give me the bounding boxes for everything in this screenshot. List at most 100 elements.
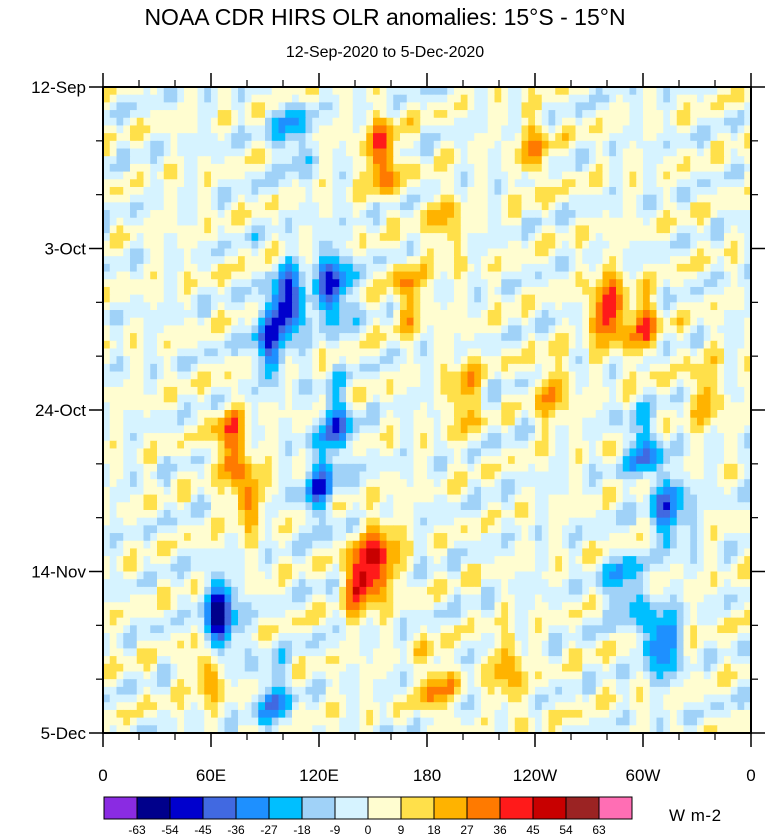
anomaly-cell — [109, 248, 118, 257]
anomaly-cell — [589, 394, 597, 403]
anomaly-cell — [710, 194, 718, 203]
anomaly-cell — [535, 256, 543, 265]
anomaly-cell — [420, 379, 428, 388]
anomaly-cell — [177, 417, 185, 426]
anomaly-cell — [204, 317, 212, 326]
anomaly-cell — [217, 425, 226, 434]
anomaly-cell — [298, 433, 307, 442]
anomaly-cell — [555, 271, 563, 280]
anomaly-cell — [447, 179, 455, 188]
anomaly-cell — [170, 294, 178, 303]
anomaly-cell — [224, 210, 232, 219]
anomaly-cell — [359, 171, 367, 180]
anomaly-cell — [514, 433, 523, 442]
anomaly-cell — [528, 202, 536, 211]
anomaly-cell — [278, 125, 286, 134]
anomaly-cell — [494, 110, 502, 119]
anomaly-cell — [163, 294, 172, 303]
anomaly-cell — [697, 433, 705, 442]
anomaly-cell — [258, 202, 266, 211]
anomaly-cell — [163, 110, 172, 119]
anomaly-cell — [487, 325, 496, 334]
anomaly-cell — [629, 125, 637, 134]
anomaly-cell — [184, 210, 192, 219]
anomaly-cell — [109, 133, 118, 142]
anomaly-cell — [494, 263, 502, 273]
anomaly-cell — [622, 87, 631, 96]
anomaly-cell — [400, 263, 408, 273]
anomaly-cell — [170, 394, 178, 403]
anomaly-cell — [285, 471, 293, 480]
anomaly-cell — [724, 386, 732, 396]
anomaly-cell — [643, 440, 651, 450]
anomaly-cell — [339, 325, 347, 334]
anomaly-cell — [724, 440, 732, 450]
anomaly-cell — [332, 471, 340, 480]
anomaly-cell — [136, 340, 145, 350]
anomaly-cell — [609, 194, 617, 203]
anomaly-cell — [636, 240, 644, 250]
anomaly-cell — [602, 325, 610, 334]
anomaly-cell — [406, 140, 415, 150]
anomaly-cell — [481, 194, 489, 203]
anomaly-cell — [737, 394, 745, 403]
anomaly-cell — [697, 110, 705, 119]
anomaly-cell — [231, 133, 239, 142]
anomaly-cell — [319, 102, 327, 111]
anomaly-cell — [467, 448, 475, 457]
anomaly-cell — [501, 94, 509, 103]
anomaly-cell — [595, 125, 604, 134]
anomaly-cell — [616, 394, 624, 403]
anomaly-cell — [231, 386, 239, 396]
anomaly-cell — [386, 240, 394, 250]
anomaly-cell — [136, 271, 145, 280]
anomaly-cell — [386, 317, 394, 326]
anomaly-cell — [265, 294, 273, 303]
anomaly-cell — [366, 356, 374, 365]
anomaly-cell — [130, 340, 138, 350]
anomaly-cell — [278, 356, 286, 365]
anomaly-cell — [717, 263, 725, 273]
anomaly-cell — [663, 210, 671, 219]
anomaly-cell — [521, 117, 529, 127]
anomaly-cell — [109, 348, 118, 357]
anomaly-cell — [352, 348, 361, 357]
anomaly-cell — [136, 279, 145, 288]
anomaly-cell — [609, 340, 617, 350]
anomaly-cell — [258, 294, 266, 303]
anomaly-cell — [528, 210, 536, 219]
anomaly-cell — [130, 463, 138, 473]
anomaly-cell — [319, 233, 327, 242]
anomaly-cell — [487, 425, 496, 434]
anomaly-cell — [339, 263, 347, 273]
anomaly-cell — [467, 148, 475, 157]
anomaly-cell — [231, 102, 239, 111]
anomaly-cell — [501, 294, 509, 303]
anomaly-cell — [177, 225, 185, 234]
anomaly-cell — [514, 363, 523, 373]
anomaly-cell — [521, 371, 529, 380]
anomaly-cell — [150, 125, 158, 134]
anomaly-cell — [670, 410, 678, 419]
anomaly-cell — [622, 310, 631, 319]
anomaly-cell — [474, 317, 482, 326]
anomaly-cell — [238, 394, 246, 403]
anomaly-cell — [467, 286, 475, 296]
anomaly-cell — [548, 171, 556, 180]
anomaly-cell — [130, 110, 138, 119]
anomaly-cell — [717, 148, 725, 157]
anomaly-cell — [501, 102, 509, 111]
anomaly-cell — [420, 471, 428, 480]
anomaly-cell — [487, 202, 496, 211]
anomaly-cell — [184, 279, 192, 288]
anomaly-cell — [663, 263, 671, 273]
anomaly-cell — [278, 156, 286, 165]
anomaly-cell — [582, 210, 590, 219]
anomaly-cell — [217, 140, 226, 150]
anomaly-cell — [116, 117, 124, 127]
anomaly-cell — [744, 356, 751, 365]
anomaly-cell — [447, 333, 455, 342]
anomaly-cell — [744, 240, 751, 250]
anomaly-cell — [447, 294, 455, 303]
anomaly-cell — [629, 156, 637, 165]
